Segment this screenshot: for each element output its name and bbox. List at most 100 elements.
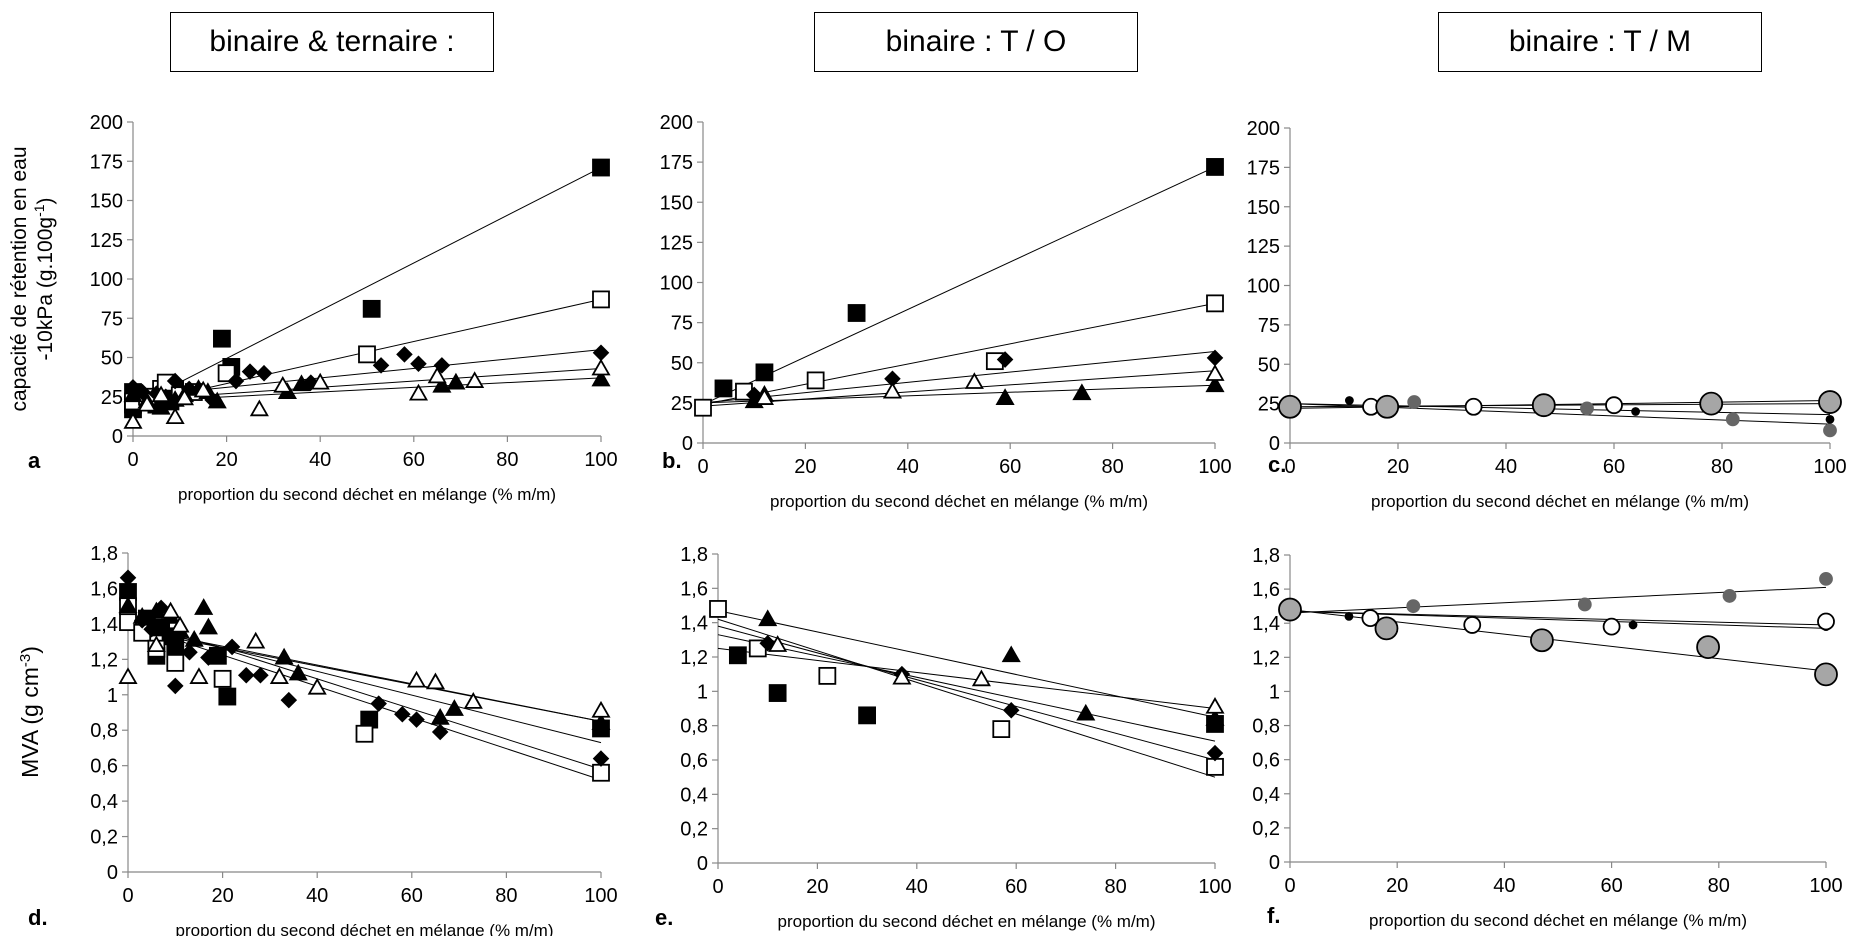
- y-tick-label: 0,4: [680, 784, 708, 806]
- y-tick-label: 75: [671, 313, 693, 335]
- x-tick-label: 40: [309, 449, 331, 471]
- data-point-triangle-open: [593, 360, 609, 374]
- data-point-diamond-filled: [1004, 703, 1018, 717]
- y-tick-label: 0,6: [680, 750, 708, 772]
- data-point-triangle-open: [467, 373, 483, 387]
- x-tick-label: 80: [1711, 456, 1733, 478]
- y-tick-label: 175: [1247, 157, 1280, 179]
- x-tick-label: 0: [122, 885, 133, 907]
- x-axis-label: proportion du second déchet en mélange (…: [176, 921, 554, 936]
- data-point-circle-gray-large: [1700, 393, 1722, 415]
- data-point-diamond-filled: [594, 346, 608, 360]
- data-point-diamond-filled: [395, 707, 409, 721]
- x-axis-label: proportion du second déchet en mélange (…: [178, 485, 556, 504]
- trend-line: [703, 167, 1215, 405]
- y-tick-label: 1: [107, 685, 118, 707]
- y-tick-label: 125: [1247, 236, 1280, 258]
- x-tick-label: 20: [1386, 875, 1408, 897]
- y-axis-label: MVA (g cm-3): [17, 646, 44, 778]
- data-point-square-filled: [859, 707, 875, 723]
- y-tick-label: 0,4: [1252, 784, 1280, 806]
- y-tick-label: 50: [101, 348, 123, 370]
- x-tick-label: 80: [1101, 456, 1123, 478]
- trend-line: [718, 611, 1215, 717]
- data-point-square-filled: [167, 637, 183, 653]
- x-axis-label: proportion du second déchet en mélange (…: [770, 492, 1148, 511]
- data-point-square-filled: [593, 160, 609, 176]
- data-point-diamond-filled: [282, 693, 296, 707]
- data-point-diamond-filled: [243, 365, 257, 379]
- data-point-triangle-filled: [448, 375, 464, 389]
- y-tick-label: 1,2: [90, 649, 118, 671]
- data-point-circle-gray-large: [1531, 629, 1553, 651]
- data-point-square-filled: [715, 380, 731, 396]
- x-tick-label: 20: [1387, 456, 1409, 478]
- data-point-square-open: [993, 721, 1009, 737]
- y-tick-label: 0,6: [1252, 750, 1280, 772]
- panel-letter-e: e.: [655, 905, 673, 931]
- data-point-triangle-open: [251, 401, 267, 415]
- y-tick-label: 0,8: [90, 720, 118, 742]
- y-tick-label: 100: [1247, 276, 1280, 298]
- y-tick-label: 1,6: [680, 578, 708, 600]
- data-point-circle-black-small: [1345, 613, 1352, 620]
- data-point-diamond-filled: [121, 571, 135, 585]
- trend-line: [1290, 587, 1826, 613]
- x-axis-label: proportion du second déchet en mélange (…: [1369, 911, 1747, 930]
- data-point-triangle-open: [1207, 366, 1223, 380]
- data-point-square-open: [215, 671, 231, 687]
- data-point-diamond-filled: [239, 668, 253, 682]
- trend-line: [703, 385, 1215, 403]
- trend-line: [718, 619, 1215, 777]
- x-tick-label: 20: [211, 885, 233, 907]
- data-point-diamond-filled: [1208, 351, 1222, 365]
- y-tick-label: 125: [90, 230, 123, 252]
- data-point-diamond-filled: [257, 366, 271, 380]
- y-tick-label: 0: [1269, 852, 1280, 874]
- data-point-circle-gray-small: [1820, 573, 1832, 585]
- x-tick-label: 60: [999, 456, 1021, 478]
- x-tick-label: 100: [584, 885, 617, 907]
- x-tick-label: 100: [1198, 876, 1231, 898]
- data-point-circle-black-small: [1632, 408, 1639, 415]
- data-point-triangle-open: [120, 669, 136, 683]
- y-tick-label: 100: [660, 273, 693, 295]
- data-point-circle-open: [1464, 617, 1480, 633]
- y-tick-label: 0,6: [90, 756, 118, 778]
- x-tick-label: 0: [712, 876, 723, 898]
- data-point-square-open: [593, 765, 609, 781]
- data-point-triangle-open: [191, 669, 207, 683]
- data-point-square-open: [1207, 295, 1223, 311]
- data-point-circle-black-small: [1630, 621, 1637, 628]
- y-tick-label: 1,6: [90, 578, 118, 600]
- data-point-triangle-filled: [432, 710, 448, 724]
- y-tick-label: 200: [1247, 118, 1280, 140]
- y-tick-label: 175: [660, 152, 693, 174]
- data-point-triangle-open: [167, 409, 183, 423]
- data-point-square-open: [593, 291, 609, 307]
- data-point-circle-gray-small: [1727, 413, 1739, 425]
- y-tick-label: 175: [90, 151, 123, 173]
- y-tick-label: 125: [660, 232, 693, 254]
- trend-line: [703, 371, 1215, 406]
- data-point-circle-gray-large: [1375, 617, 1397, 639]
- data-point-circle-gray-small: [1408, 396, 1420, 408]
- x-tick-label: 60: [401, 885, 423, 907]
- x-tick-label: 80: [495, 885, 517, 907]
- x-tick-label: 40: [897, 456, 919, 478]
- y-tick-label: 0,2: [1252, 818, 1280, 840]
- x-tick-label: 20: [794, 456, 816, 478]
- y-tick-label: 1: [697, 681, 708, 703]
- x-tick-label: 0: [127, 449, 138, 471]
- y-tick-label: 150: [90, 191, 123, 213]
- chart-d: 00,20,40,60,811,21,41,61,80 20 40 60 80 100pr…: [90, 543, 618, 936]
- data-point-circle-gray-large: [1533, 394, 1555, 416]
- x-axis-label: proportion du second déchet en mélange (…: [778, 912, 1156, 931]
- y-tick-label: 0,8: [1252, 716, 1280, 738]
- y-tick-label: 1,8: [1252, 545, 1280, 567]
- panel-letter-a: a: [28, 448, 40, 474]
- y-tick-label: 1,4: [90, 614, 118, 636]
- y-tick-label: 0: [697, 853, 708, 875]
- data-point-square-filled: [1207, 159, 1223, 175]
